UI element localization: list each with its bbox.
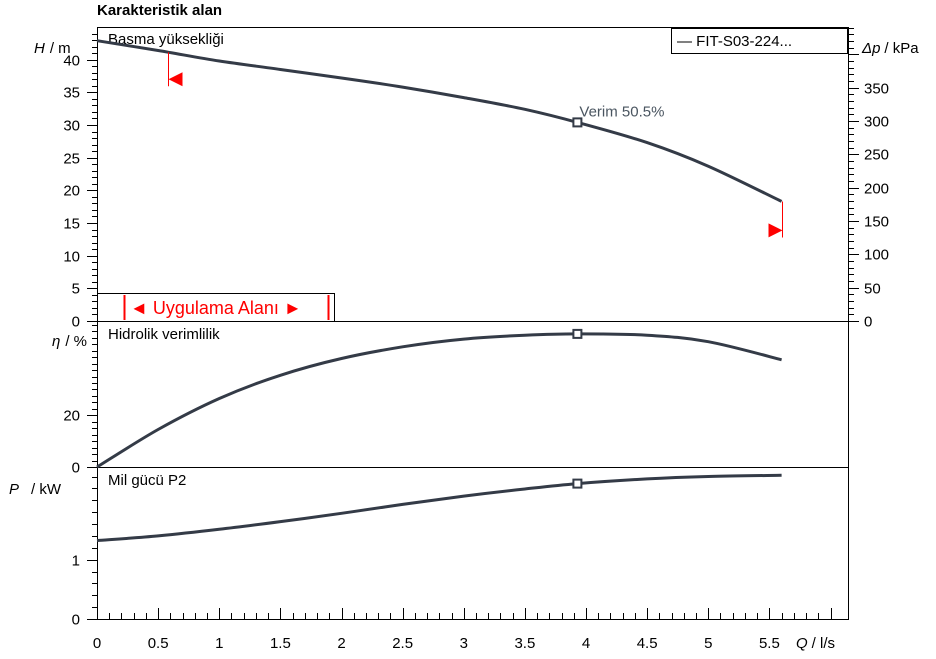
y-tick-label: 15: [63, 216, 80, 233]
svg-text:H/ m: H / m: [34, 40, 71, 57]
application-range: ◄ Uygulama Alanı ►: [97, 293, 335, 322]
power-operating-point: [572, 478, 583, 489]
x-tick-label: 1: [215, 635, 223, 652]
svg-text:Q/ l/s: Q / l/s: [796, 635, 835, 652]
dp-tick-label: 0: [864, 314, 872, 331]
x-axis-var: Q: [796, 635, 808, 652]
dp-tick-label: 300: [864, 114, 889, 131]
x-tick-label: 1.5: [270, 635, 291, 652]
y-tick-label: 30: [63, 118, 80, 135]
head-operating-point: [572, 117, 583, 128]
min-range-arrow: [168, 72, 183, 87]
y-tick-label: 40: [63, 53, 80, 70]
max-range-arrow: [768, 223, 783, 238]
y-tick-label: 20: [63, 183, 80, 200]
power-curve: [96, 473, 782, 543]
power-axis-var: P: [9, 481, 19, 498]
operating-point-label: Verim 50.5%: [579, 103, 664, 120]
legend-entry: — FIT-S03-224...: [677, 33, 792, 50]
head-curve: [96, 39, 783, 203]
dp-tick-label: 350: [864, 81, 889, 98]
dp-tick-label: 200: [864, 181, 889, 198]
efficiency-axis-unit: / %: [65, 333, 87, 350]
svg-text:Δp/ kPa: Δp / kPa: [861, 40, 919, 57]
dp-axis-label: Δp / kPa: [861, 40, 919, 57]
svg-text:η/ %: η / %: [52, 333, 87, 350]
svg-text:P/ kW: P / kW: [9, 481, 62, 498]
x-tick-label: 5.5: [759, 635, 780, 652]
y-tick-label: 20: [63, 408, 80, 425]
efficiency-curve: [96, 332, 782, 469]
x-tick-label: 2: [337, 635, 345, 652]
head-axis-unit: / m: [50, 40, 71, 57]
efficiency-operating-point: [572, 328, 583, 339]
x-axis-label: Q / l/s: [796, 635, 835, 652]
head-curve-label: Basma yüksekliği: [108, 31, 224, 48]
y-tick-label: 35: [63, 85, 80, 102]
dp-axis-unit: / kPa: [884, 40, 919, 57]
efficiency-axis-label: η / %: [52, 333, 87, 350]
efficiency-axis-var: η: [52, 333, 60, 350]
range-markers: [168, 52, 783, 238]
y-tick-label: 25: [63, 151, 80, 168]
dp-axis-var: Δp: [861, 40, 880, 57]
power-axis-unit: / kW: [31, 481, 62, 498]
plot-border: [97, 27, 849, 620]
y-tick-label: 1: [72, 553, 80, 570]
y-tick-label: 5: [72, 281, 80, 298]
y-tick-label: 0: [72, 460, 80, 477]
head-axis-label: H / m: [34, 40, 71, 57]
dp-tick-label: 250: [864, 147, 889, 164]
x-tick-label: 0: [93, 635, 101, 652]
dp-tick-label: 100: [864, 247, 889, 264]
x-tick-label: 4.5: [637, 635, 658, 652]
power-axis-label: P / kW: [9, 481, 62, 498]
x-axis-unit: / l/s: [812, 635, 835, 652]
x-tick-label: 3: [460, 635, 468, 652]
axis-ticks: [87, 28, 859, 620]
x-tick-label: 3.5: [514, 635, 535, 652]
efficiency-curve-label: Hidrolik verimlilik: [108, 326, 220, 343]
dp-tick-label: 150: [864, 214, 889, 231]
axis-tick-labels: 0 0.5 1 1.5 2 2.5 3 3.5 4 4.5 5 5.50510152025303540…: [63, 53, 889, 653]
chart-title: Karakteristik alan: [97, 2, 222, 19]
x-tick-label: 2.5: [392, 635, 413, 652]
y-tick-label: 0: [72, 314, 80, 331]
x-tick-label: 4: [582, 635, 590, 652]
dp-tick-label: 50: [864, 281, 881, 298]
x-tick-label: 0.5: [148, 635, 169, 652]
legend-box: [671, 28, 848, 54]
application-range-box: [97, 293, 335, 322]
head-axis-var: H: [34, 40, 45, 57]
y-tick-label: 10: [63, 249, 80, 266]
x-tick-label: 5: [704, 635, 712, 652]
legend: — FIT-S03-224...: [671, 28, 848, 54]
y-tick-label: 0: [72, 612, 80, 629]
application-range-label: ◄ Uygulama Alanı ►: [130, 298, 302, 318]
power-curve-label: Mil gücü P2: [108, 472, 186, 489]
